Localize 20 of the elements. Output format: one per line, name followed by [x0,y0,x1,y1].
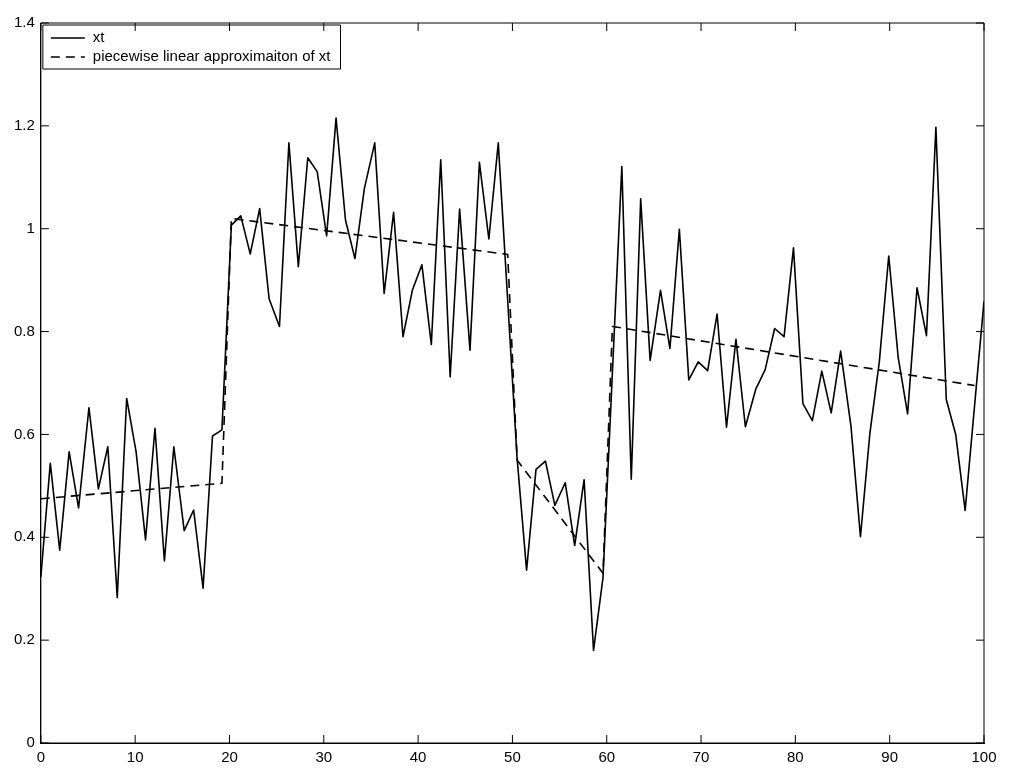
y-tick-label: 1 [26,218,35,236]
x-tick-label: 90 [881,748,899,766]
x-tick-label: 100 [971,748,997,766]
x-tick-label: 20 [221,748,238,766]
y-tick-label: 0.8 [13,321,35,339]
x-tick-label: 70 [692,748,710,766]
x-tick-label: 40 [409,748,427,766]
x-tick-label: 10 [126,748,144,766]
x-tick-label: 60 [598,748,616,766]
y-tick-label: 1.4 [13,13,35,31]
y-tick-label: 0 [26,733,35,751]
x-tick-label: 30 [315,748,333,766]
x-tick-label: 50 [504,748,521,766]
y-tick-label: 0.4 [13,527,35,545]
legend-label: xt [92,28,106,46]
y-tick-label: 0.6 [13,424,35,442]
y-tick-label: 1.2 [13,116,35,133]
legend-label: piecewise linear approximaiton of xt [92,47,332,65]
x-tick-label: 80 [787,748,804,766]
y-tick-label: 0.2 [13,630,35,648]
